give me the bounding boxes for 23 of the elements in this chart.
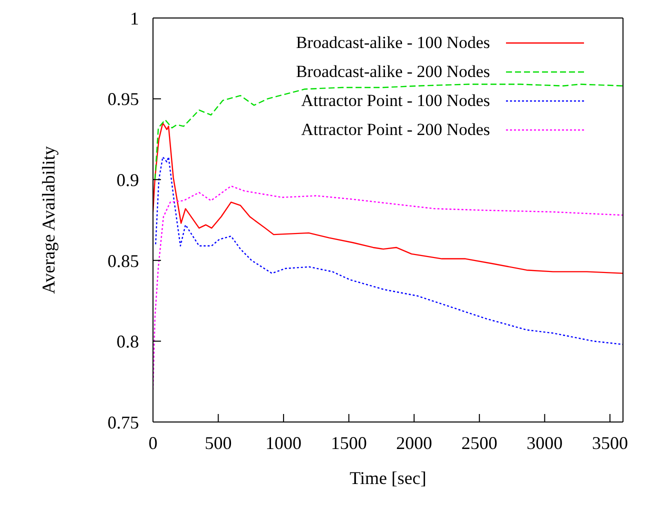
legend-label: Broadcast-alike - 100 Nodes <box>296 32 490 54</box>
line-series <box>155 156 623 346</box>
line-series <box>154 84 623 180</box>
y-tick-label: 0.75 <box>108 412 139 432</box>
legend-label: Broadcast-alike - 200 Nodes <box>296 61 490 83</box>
x-tick-label: 3000 <box>526 432 563 453</box>
y-tick-label: 0.85 <box>108 250 139 271</box>
x-tick-label: 0 <box>148 432 158 453</box>
x-tick-label: 500 <box>204 432 232 453</box>
x-axis-title: Time [sec] <box>350 468 426 488</box>
x-tick-label: 2000 <box>396 432 432 453</box>
y-axis-title: Average Availability <box>38 146 58 294</box>
y-tick-label: 0.8 <box>116 332 139 352</box>
line-series <box>153 122 623 274</box>
x-tick-label: 3500 <box>592 432 628 453</box>
x-tick-label: 1500 <box>330 432 367 453</box>
x-tick-label: 2500 <box>461 432 498 453</box>
legend-label: Attractor Point - 100 Nodes <box>301 90 490 112</box>
x-tick-label: 1000 <box>266 432 302 453</box>
y-tick-label: 0.9 <box>116 170 139 190</box>
y-tick-label: 0.95 <box>108 89 139 110</box>
y-tick-label: 1 <box>130 8 139 28</box>
legend-label: Attractor Point - 200 Nodes <box>301 119 490 141</box>
